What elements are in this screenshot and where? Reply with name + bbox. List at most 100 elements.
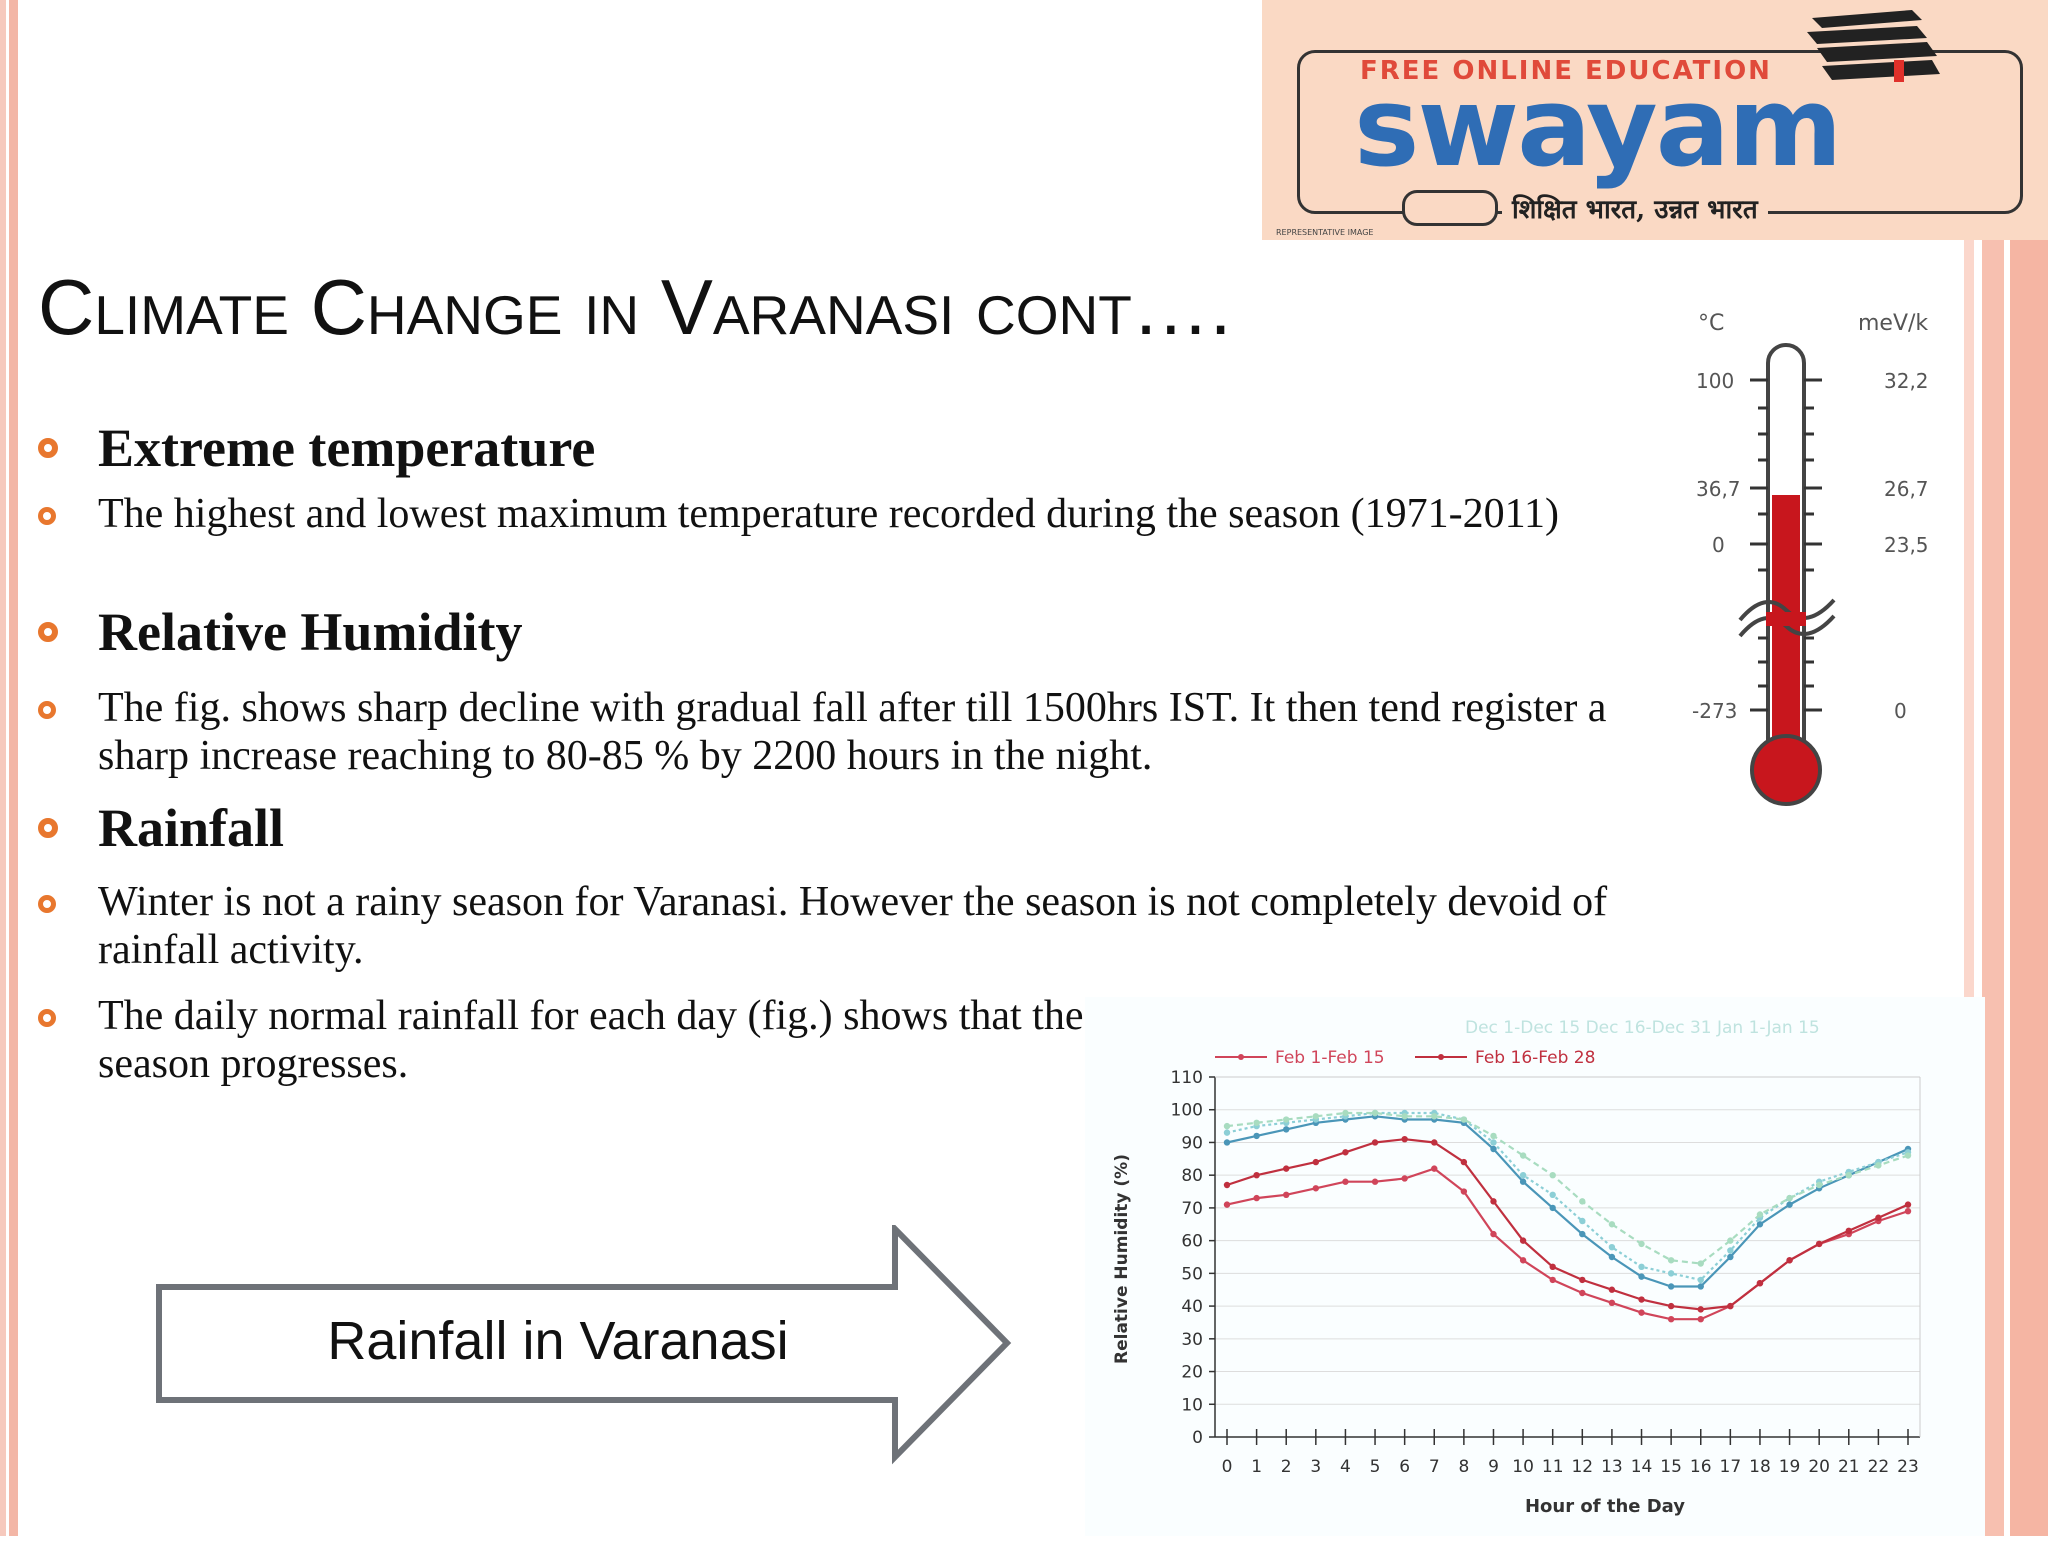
bullet-icon [38, 507, 56, 525]
data-point [1223, 1122, 1231, 1130]
thermo-left-label: -273 [1692, 699, 1737, 723]
thermo-right-label: 26,7 [1884, 477, 1929, 501]
data-point [1460, 1188, 1468, 1195]
data-point [1342, 1109, 1349, 1117]
bullet-text: The fig. shows sharp decline with gradua… [98, 685, 1607, 779]
data-point [1490, 1132, 1497, 1140]
thermo-left-label: 100 [1696, 369, 1734, 393]
x-tick-label: 23 [1897, 1457, 1919, 1477]
x-tick-label: 3 [1310, 1457, 1321, 1477]
x-tick-label: 0 [1222, 1457, 1233, 1477]
data-point [1223, 1181, 1231, 1189]
x-tick-label: 21 [1838, 1457, 1860, 1477]
data-point [1371, 1178, 1379, 1185]
x-tick-label: 20 [1808, 1457, 1830, 1477]
data-point [1460, 1158, 1468, 1166]
bullet-icon [38, 622, 58, 642]
data-point [1253, 1194, 1260, 1202]
data-point [1727, 1247, 1734, 1254]
data-point [1579, 1276, 1586, 1284]
data-point [1875, 1162, 1882, 1169]
x-tick-label: 11 [1542, 1457, 1564, 1477]
data-point [1756, 1279, 1764, 1287]
bullet-icon [38, 895, 56, 913]
chart-xlabel: Hour of the Day [1525, 1496, 1685, 1517]
data-point [1727, 1253, 1734, 1261]
pen-icon [1402, 190, 1498, 226]
data-point [1283, 1165, 1290, 1172]
y-tick-label: 70 [1181, 1199, 1203, 1219]
bullet-heading: Rainfall [98, 798, 285, 858]
arrow-label: Rainfall in Varanasi [327, 1311, 789, 1371]
series-line [1226, 1138, 1909, 1311]
data-point [1638, 1296, 1645, 1303]
data-point [1519, 1237, 1527, 1244]
x-tick-label: 22 [1868, 1457, 1890, 1477]
x-tick-label: 10 [1512, 1457, 1534, 1477]
chart-series [1223, 1109, 1912, 1323]
x-tick-label: 5 [1370, 1457, 1381, 1477]
data-point [1904, 1207, 1912, 1215]
data-point [1490, 1198, 1497, 1205]
data-point [1904, 1201, 1912, 1208]
y-tick-label: 60 [1181, 1232, 1203, 1252]
data-point [1638, 1273, 1645, 1280]
data-point [1904, 1152, 1912, 1159]
data-point [1460, 1116, 1468, 1123]
data-point [1312, 1185, 1320, 1192]
data-point [1253, 1132, 1260, 1140]
series-line [1226, 1111, 1909, 1282]
logo-top-text: FREE ONLINE EDUCATION [1360, 56, 1772, 86]
data-point [1283, 1116, 1290, 1123]
data-point [1549, 1276, 1556, 1284]
thermo-right-label: 0 [1894, 699, 1907, 723]
thermometer-icon: °C meV/k 100 36,7 0 -273 32,2 26,7 23,5 … [1692, 311, 1929, 806]
data-point [1401, 1175, 1408, 1182]
data-point [1608, 1299, 1616, 1307]
humidity-chart: Dec 1-Dec 15 Dec 16-Dec 31 Jan 1-Jan 15 F… [1085, 997, 1985, 1536]
bullet-icon [38, 818, 58, 838]
y-tick-label: 40 [1181, 1297, 1203, 1317]
legend-marker [1438, 1054, 1444, 1060]
data-point [1371, 1139, 1379, 1146]
data-point [1223, 1139, 1231, 1146]
data-point [1519, 1257, 1527, 1264]
data-point [1875, 1214, 1882, 1221]
data-point [1667, 1270, 1675, 1277]
bullet-text: Winter is not a rainy season for Varanas… [98, 879, 1608, 973]
data-point [1549, 1191, 1556, 1199]
data-point [1579, 1198, 1586, 1205]
data-point [1697, 1276, 1704, 1284]
data-point [1549, 1263, 1556, 1271]
thermo-right-label: 23,5 [1884, 533, 1929, 557]
series-line [1226, 1111, 1909, 1265]
y-tick-label: 50 [1181, 1264, 1203, 1284]
x-tick-label: 12 [1571, 1457, 1593, 1477]
x-tick-label: 1 [1251, 1457, 1262, 1477]
data-point [1223, 1201, 1231, 1208]
data-point [1727, 1302, 1734, 1310]
data-point [1253, 1119, 1260, 1127]
thermo-right-unit: meV/k [1858, 311, 1928, 336]
data-point [1667, 1283, 1675, 1290]
data-point [1608, 1243, 1616, 1251]
data-point [1342, 1178, 1349, 1185]
data-point [1312, 1113, 1320, 1120]
data-point [1638, 1240, 1645, 1248]
bullet-heading: Relative Humidity [98, 602, 523, 662]
data-point [1786, 1257, 1793, 1264]
data-point [1490, 1145, 1497, 1153]
series-line [1226, 1115, 1909, 1288]
x-tick-label: 9 [1488, 1457, 1499, 1477]
chart-ylabel: Relative Humidity (%) [1112, 1154, 1132, 1364]
legend-entry-cropped: Dec 1-Dec 15 Dec 16-Dec 31 Jan 1-Jan 15 [1465, 1018, 1820, 1038]
data-point [1815, 1240, 1823, 1248]
data-point [1667, 1302, 1675, 1310]
data-point [1253, 1171, 1260, 1179]
y-tick-label: 10 [1181, 1395, 1203, 1415]
data-point [1579, 1217, 1586, 1225]
data-point [1845, 1227, 1852, 1235]
x-tick-label: 17 [1720, 1457, 1742, 1477]
data-point [1638, 1263, 1645, 1271]
data-point [1756, 1211, 1764, 1218]
